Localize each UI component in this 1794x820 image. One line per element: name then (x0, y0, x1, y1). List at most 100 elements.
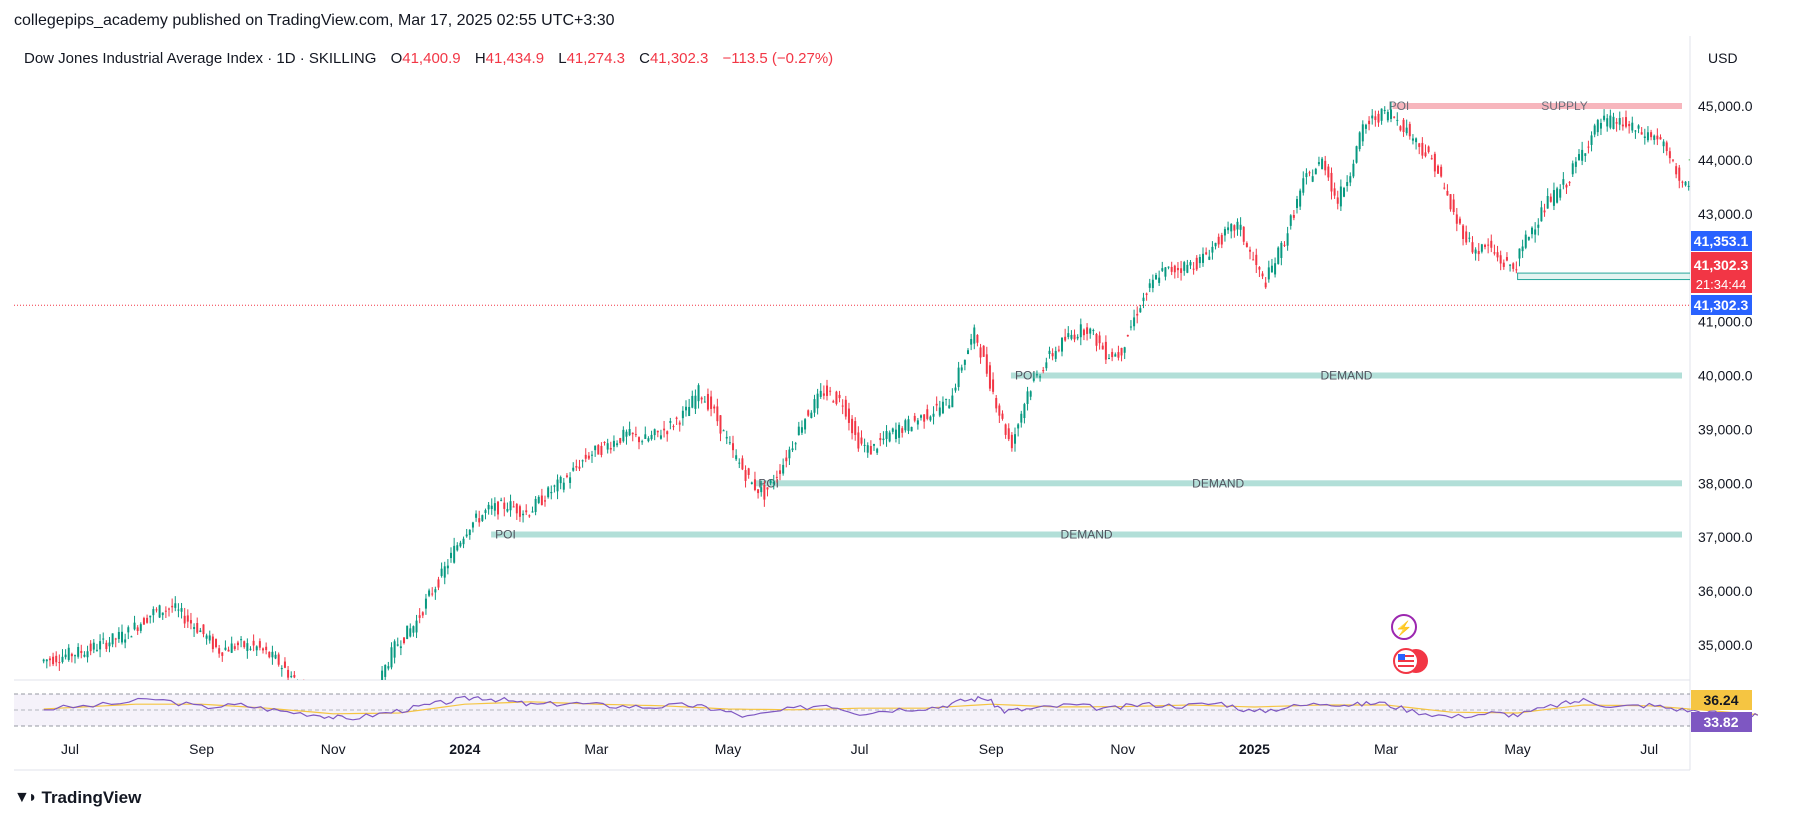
fvg-box[interactable] (1517, 272, 1768, 281)
footer-brand: ▼◗ TradingView (14, 788, 141, 808)
candle-body (1195, 257, 1198, 270)
candle-body (559, 477, 562, 484)
candle-body (572, 467, 575, 471)
candle-body (528, 515, 531, 517)
candle-body (1283, 244, 1286, 246)
demand-zone[interactable] (1010, 372, 1682, 379)
candle-body (1198, 257, 1201, 264)
demand-zone[interactable] (491, 531, 1682, 538)
price-tick-label: 38,000.0 (1698, 475, 1753, 491)
candle-body (1208, 256, 1211, 260)
candle-body (1659, 137, 1662, 140)
candle-body (296, 683, 298, 686)
candle-body (277, 654, 280, 665)
demand-zone-label: DEMAND (1320, 369, 1372, 383)
candle-body (1487, 244, 1490, 246)
candle-body (487, 504, 490, 510)
candle-body (857, 432, 860, 449)
candle-body (772, 482, 775, 484)
candle-body (1327, 166, 1330, 178)
candle-body (1145, 293, 1148, 295)
candle-body (102, 638, 105, 640)
candle-body (1120, 347, 1123, 356)
candle-body (221, 652, 224, 656)
candle-body (215, 639, 218, 648)
candle-body (1524, 234, 1527, 248)
candle-body (484, 510, 487, 513)
candle-body (450, 552, 453, 559)
candle-body (1596, 120, 1599, 133)
candle-body (675, 417, 678, 419)
candle-body (591, 454, 594, 456)
candle-body (340, 729, 342, 737)
low-label: L (558, 50, 567, 67)
symbol-name[interactable]: Dow Jones Industrial Average Index · 1D … (24, 50, 377, 67)
candle-body (1255, 254, 1258, 266)
candle-body (932, 413, 935, 417)
open-label: O (390, 50, 403, 67)
candle-body (412, 626, 415, 633)
candle-body (459, 542, 462, 547)
candle-body (650, 434, 653, 440)
candle-body (1133, 317, 1136, 327)
candle-body (1361, 124, 1364, 142)
candle-body (189, 620, 192, 624)
candle-body (70, 653, 73, 657)
candle-body (1029, 391, 1032, 397)
candle-body (963, 359, 966, 365)
candle-body (1014, 434, 1017, 444)
candle-body (356, 737, 358, 743)
supply-zone[interactable] (1392, 103, 1682, 109)
candle-body (1684, 181, 1687, 186)
currency-label[interactable]: USD (1708, 50, 1738, 66)
candle-body (1672, 159, 1675, 161)
lightning-icon[interactable] (1391, 614, 1417, 640)
candle-body (1496, 252, 1499, 258)
candle-body (1668, 151, 1671, 159)
candle-body (1368, 120, 1371, 125)
candle-body (757, 489, 760, 494)
candle-body (819, 390, 822, 397)
candle-body (403, 637, 406, 644)
candle-body (177, 609, 180, 611)
candle-body (1020, 413, 1023, 423)
candle-body (1694, 194, 1696, 208)
candle-body (1449, 194, 1452, 210)
candle-body (1314, 168, 1317, 175)
candle-body (747, 468, 750, 475)
candle-body (1004, 424, 1007, 435)
candle-body (1026, 391, 1029, 404)
candle-body (99, 641, 102, 650)
candle-body (612, 440, 615, 447)
candle-body (907, 419, 910, 431)
candle-body (506, 508, 509, 512)
candle-body (1129, 326, 1132, 328)
candle-body (258, 641, 261, 648)
candle-body (1211, 246, 1214, 253)
price-tick-label: 36,000.0 (1698, 583, 1753, 599)
candle-body (1446, 190, 1449, 196)
candle-body (158, 605, 161, 618)
candle-body (584, 454, 587, 459)
candle-body (1408, 123, 1411, 137)
candle-body (829, 390, 832, 392)
candle-body (74, 655, 77, 657)
candle-body (669, 421, 672, 423)
candle-body (1339, 186, 1342, 207)
demand-zone-label: DEMAND (1192, 476, 1244, 490)
demand-zone[interactable] (754, 480, 1682, 487)
badge-countdown: 21:34:44 (1696, 277, 1747, 292)
candle-body (1593, 125, 1596, 135)
candle-body (1292, 214, 1295, 218)
badge-upper-blue-bg (1691, 231, 1752, 251)
candle-body (1424, 152, 1427, 157)
time-tick-label: Jul (851, 741, 869, 757)
candle-body (1531, 227, 1534, 235)
candle-body (1010, 434, 1013, 449)
candle-body (236, 642, 239, 646)
candle-body (641, 441, 644, 443)
candle-body (804, 419, 807, 430)
candle-body (350, 739, 352, 746)
